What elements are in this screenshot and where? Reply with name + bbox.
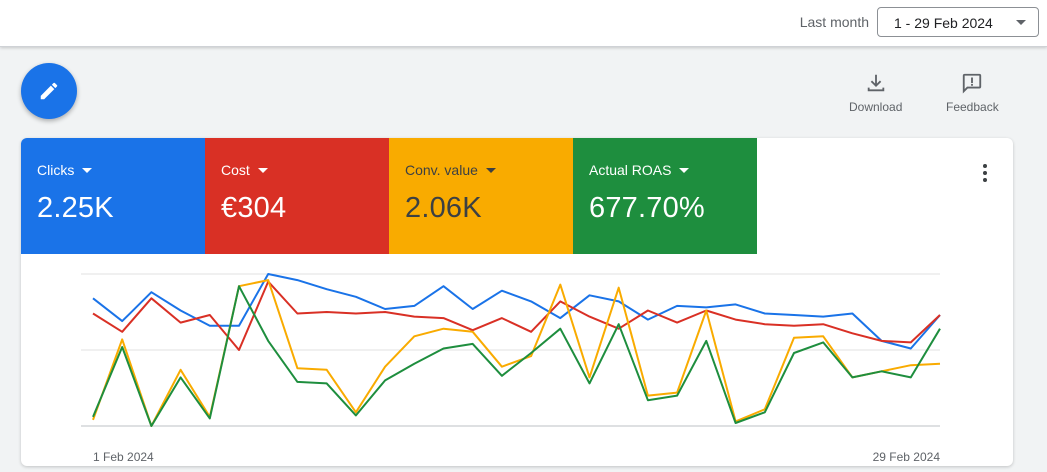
download-label: Download <box>849 100 903 114</box>
x-axis-start-label: 1 Feb 2024 <box>93 450 154 464</box>
metric-label-text: Conv. value <box>405 162 478 178</box>
metric-value: 2.06K <box>405 192 482 224</box>
metric-value: 677.70% <box>589 192 705 224</box>
metric-tile-conv-value[interactable]: Conv. value 2.06K <box>389 138 573 254</box>
top-bar: Last month 1 - 29 Feb 2024 <box>0 0 1047 47</box>
feedback-button[interactable]: Feedback <box>946 72 999 114</box>
pencil-icon <box>40 82 58 100</box>
metric-label: Cost <box>221 162 373 178</box>
metric-label: Clicks <box>37 162 189 178</box>
chart-series <box>92 273 941 427</box>
download-icon <box>867 74 884 92</box>
metric-value: €304 <box>221 192 287 224</box>
dropdown-arrow-icon <box>679 167 690 173</box>
chevron-down-icon <box>1016 20 1026 25</box>
metric-label: Conv. value <box>405 162 557 178</box>
metric-label: Actual ROAS <box>589 162 741 178</box>
chart-gridlines <box>81 273 940 427</box>
more-options-icon[interactable] <box>983 164 987 185</box>
feedback-icon <box>963 73 982 94</box>
x-axis-end-label: 29 Feb 2024 <box>873 450 941 464</box>
series-line-conv-value <box>92 279 941 427</box>
dropdown-arrow-icon <box>82 167 93 173</box>
feedback-label: Feedback <box>946 100 999 114</box>
dropdown-arrow-icon <box>257 167 268 173</box>
period-label: Last month <box>799 14 869 30</box>
metric-label-text: Actual ROAS <box>589 162 672 178</box>
metric-value: 2.25K <box>37 192 114 224</box>
series-line-cost <box>92 280 941 351</box>
date-range-value: 1 - 29 Feb 2024 <box>894 15 993 31</box>
performance-card: Clicks 2.25K Cost €304 Conv. value 2.06K… <box>21 138 1013 466</box>
metric-tile-clicks[interactable]: Clicks 2.25K <box>21 138 205 254</box>
date-range-select[interactable]: 1 - 29 Feb 2024 <box>877 7 1039 37</box>
series-line-actual-roas <box>92 285 941 427</box>
metric-tile-cost[interactable]: Cost €304 <box>205 138 389 254</box>
metric-tile-actual-roas[interactable]: Actual ROAS 677.70% <box>573 138 757 254</box>
dropdown-arrow-icon <box>485 167 496 173</box>
line-chart: 1 Feb 2024 29 Feb 2024 <box>81 273 941 464</box>
metric-label-text: Cost <box>221 162 250 178</box>
edit-button[interactable] <box>21 63 77 119</box>
metric-label-text: Clicks <box>37 162 75 178</box>
series-line-clicks <box>92 273 941 350</box>
download-button[interactable]: Download <box>849 72 902 114</box>
